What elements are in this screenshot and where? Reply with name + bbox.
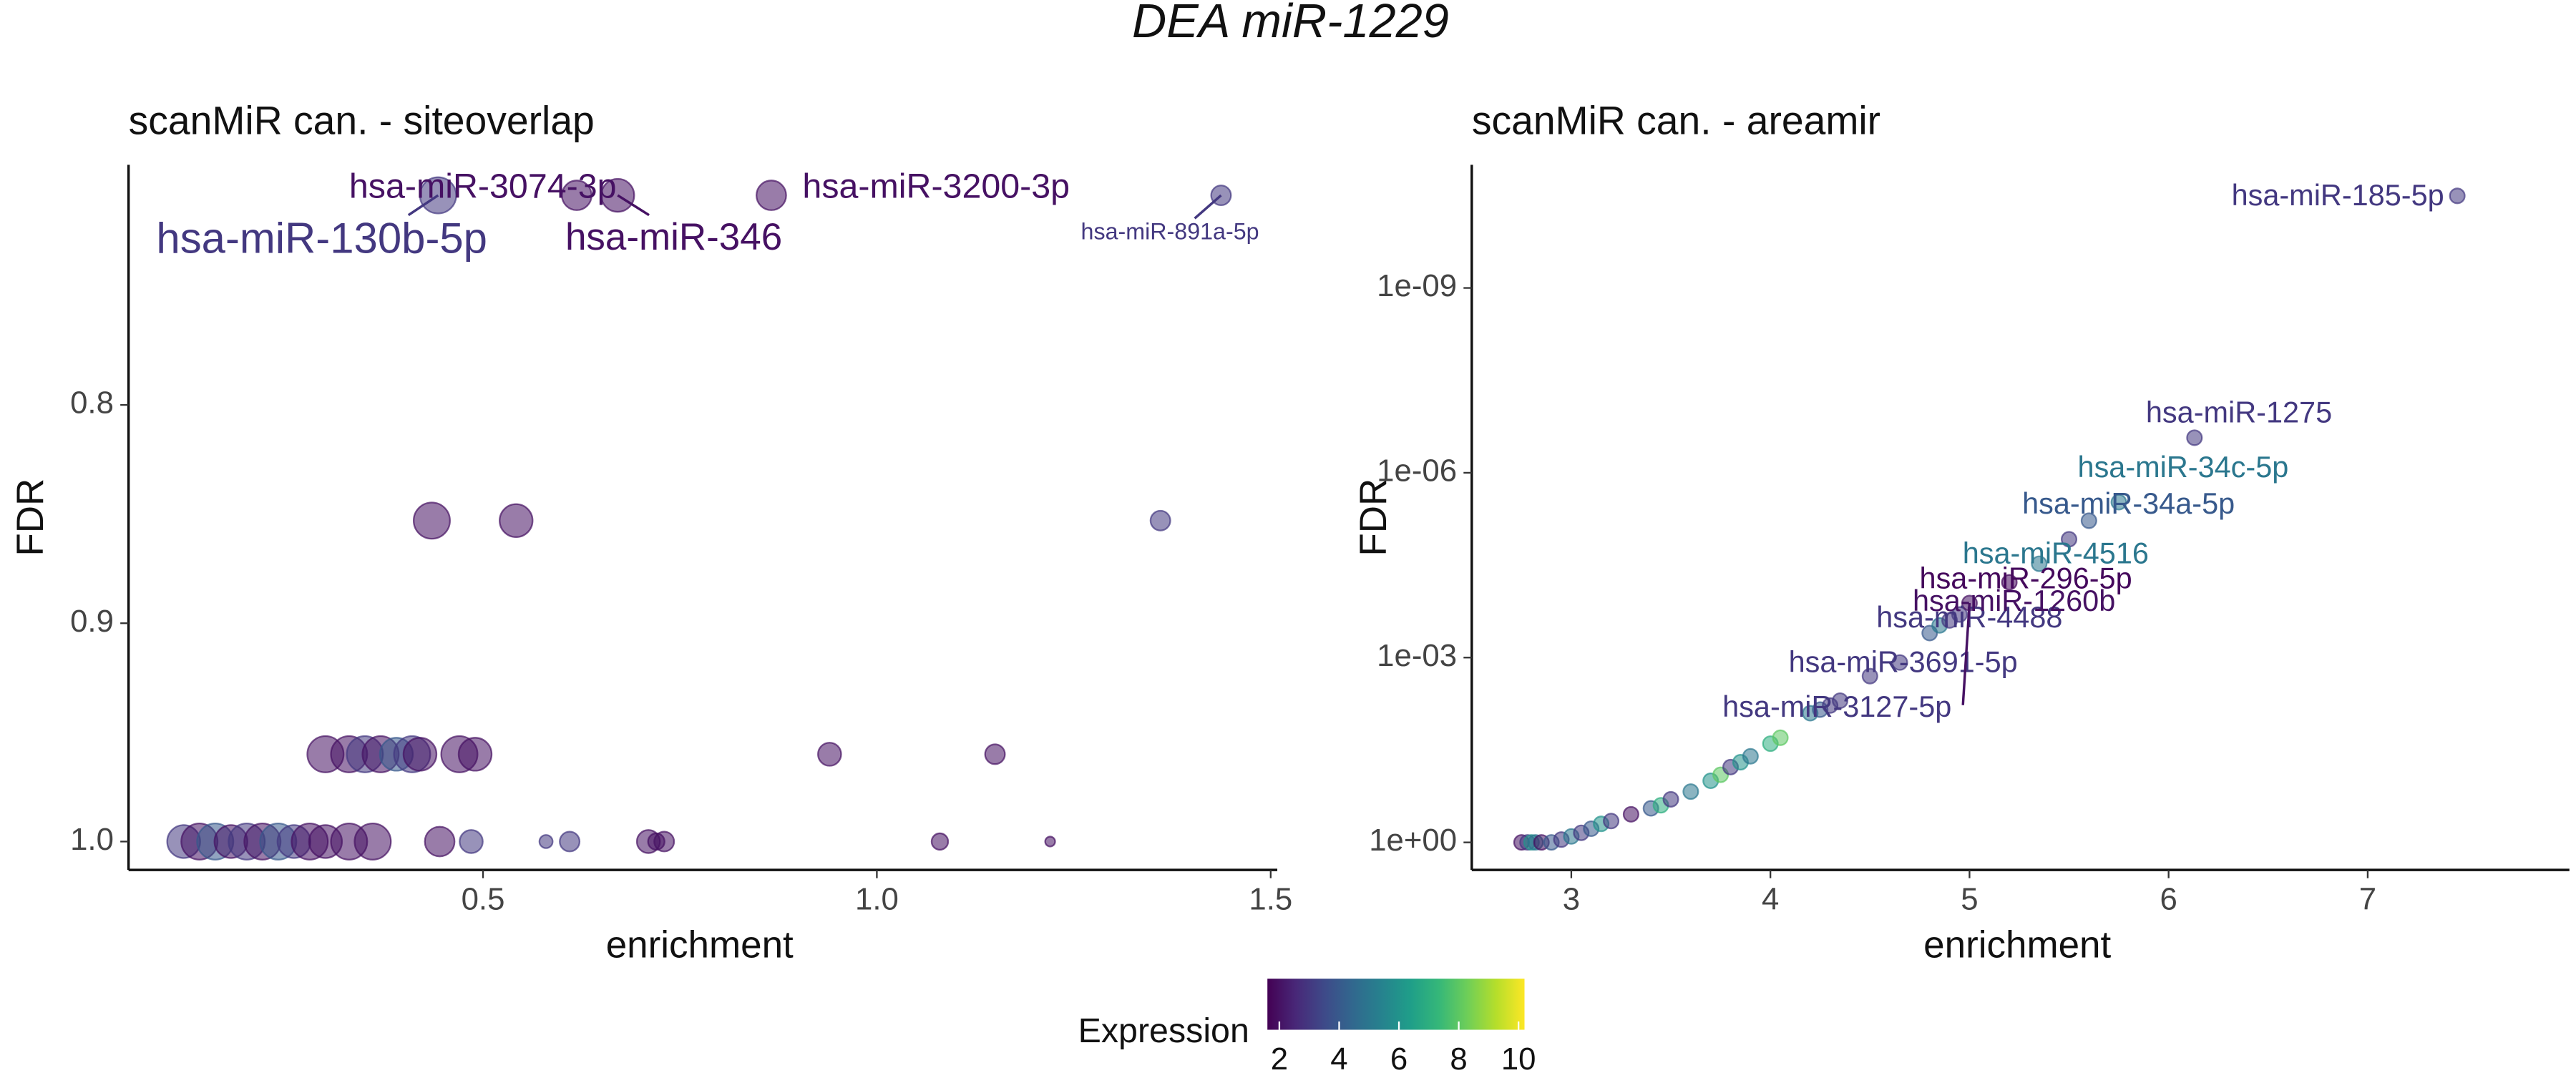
point (1861, 667, 1878, 685)
point-label: hsa-miR-3127-5p (1722, 690, 1951, 723)
point (2061, 531, 2078, 548)
x-tick-label: 1.5 (1249, 881, 1292, 916)
x-axis-title: enrichment (1923, 923, 2111, 966)
point (353, 822, 392, 861)
x-tick-label: 6 (2160, 881, 2177, 916)
point (1772, 729, 1789, 746)
y-tick-label: 1e-03 (1377, 638, 1457, 673)
y-axis-title: FDR (1352, 479, 1395, 557)
point (1891, 654, 1908, 671)
point (1682, 783, 1699, 800)
point-label: hsa-miR-4516 (1963, 536, 2149, 570)
y-tick-label: 1.0 (70, 822, 114, 857)
point (1832, 692, 1849, 709)
point (538, 834, 554, 849)
point-label: hsa-miR-3074-3p (349, 167, 617, 206)
point-label: hsa-miR-130b-5p (156, 214, 487, 262)
point (402, 737, 438, 772)
point-label: hsa-miR-1275 (2146, 396, 2332, 429)
point-label: hsa-miR-296-5p (1920, 562, 2132, 595)
x-axis-title: enrichment (606, 923, 794, 966)
point-label: hsa-miR-346 (565, 216, 782, 258)
point-label: hsa-miR-1260b (1913, 584, 2115, 617)
point (984, 743, 1006, 765)
colorbar (1267, 979, 1525, 1030)
point (2449, 187, 2466, 205)
point (2001, 574, 2018, 591)
point-label: hsa-miR-185-5p (2232, 178, 2444, 212)
x-tick-label: 4 (1762, 881, 1779, 916)
colorbar-title: Expression (1078, 1011, 1249, 1050)
colorbar-tick-label: 6 (1390, 1042, 1407, 1073)
point (2031, 555, 2048, 572)
point (424, 825, 456, 858)
x-tick-label: 1.0 (855, 881, 899, 916)
point-label: hsa-miR-3200-3p (802, 167, 1070, 206)
x-tick-label: 7 (2359, 881, 2376, 916)
y-tick-label: 1e-06 (1377, 453, 1457, 488)
point (653, 831, 675, 853)
point (1662, 790, 1679, 808)
panel-title: scanMiR can. - areamir (1472, 98, 1880, 142)
x-tick-label: 3 (1563, 881, 1580, 916)
point (1742, 748, 1759, 765)
point-label: hsa-miR-34a-5p (2022, 486, 2235, 520)
label-connector (617, 194, 650, 217)
y-tick-label: 0.8 (70, 386, 114, 421)
point (459, 829, 484, 854)
label-connector (1961, 602, 1971, 705)
point (499, 503, 534, 538)
point (2110, 494, 2127, 511)
colorbar-tick-label: 2 (1271, 1042, 1288, 1073)
y-tick-label: 1e+00 (1369, 823, 1457, 858)
y-tick-label: 0.9 (70, 604, 114, 639)
point (457, 737, 493, 772)
label-connector (1194, 194, 1222, 220)
x-tick-label: 5 (1961, 881, 1978, 916)
point (1951, 606, 1968, 623)
point-label: hsa-miR-34c-5p (2078, 450, 2289, 484)
x-tick-label: 0.5 (462, 881, 505, 916)
point-label: hsa-miR-891a-5p (1081, 219, 1259, 245)
point (561, 180, 592, 211)
point (930, 832, 950, 851)
point-label: hsa-miR-3691-5p (1789, 645, 2018, 678)
y-tick-label: 1e-09 (1377, 268, 1457, 303)
y-axis-title: FDR (9, 479, 52, 557)
label-connector (407, 194, 439, 217)
point (1149, 509, 1171, 531)
point (1044, 836, 1056, 848)
point (2080, 512, 2097, 529)
point (756, 180, 787, 211)
point (1622, 805, 1639, 823)
colorbar-tick-label: 8 (1450, 1042, 1467, 1073)
point (412, 501, 451, 540)
colorbar-tick-label: 10 (1501, 1042, 1536, 1073)
panel-title: scanMiR can. - siteoverlap (129, 98, 595, 142)
figure-title: DEA miR-1229 (1132, 0, 1449, 48)
point (2186, 429, 2203, 446)
colorbar-tick-label: 4 (1330, 1042, 1347, 1073)
point (817, 742, 842, 767)
point (1603, 813, 1620, 830)
point (559, 831, 581, 853)
